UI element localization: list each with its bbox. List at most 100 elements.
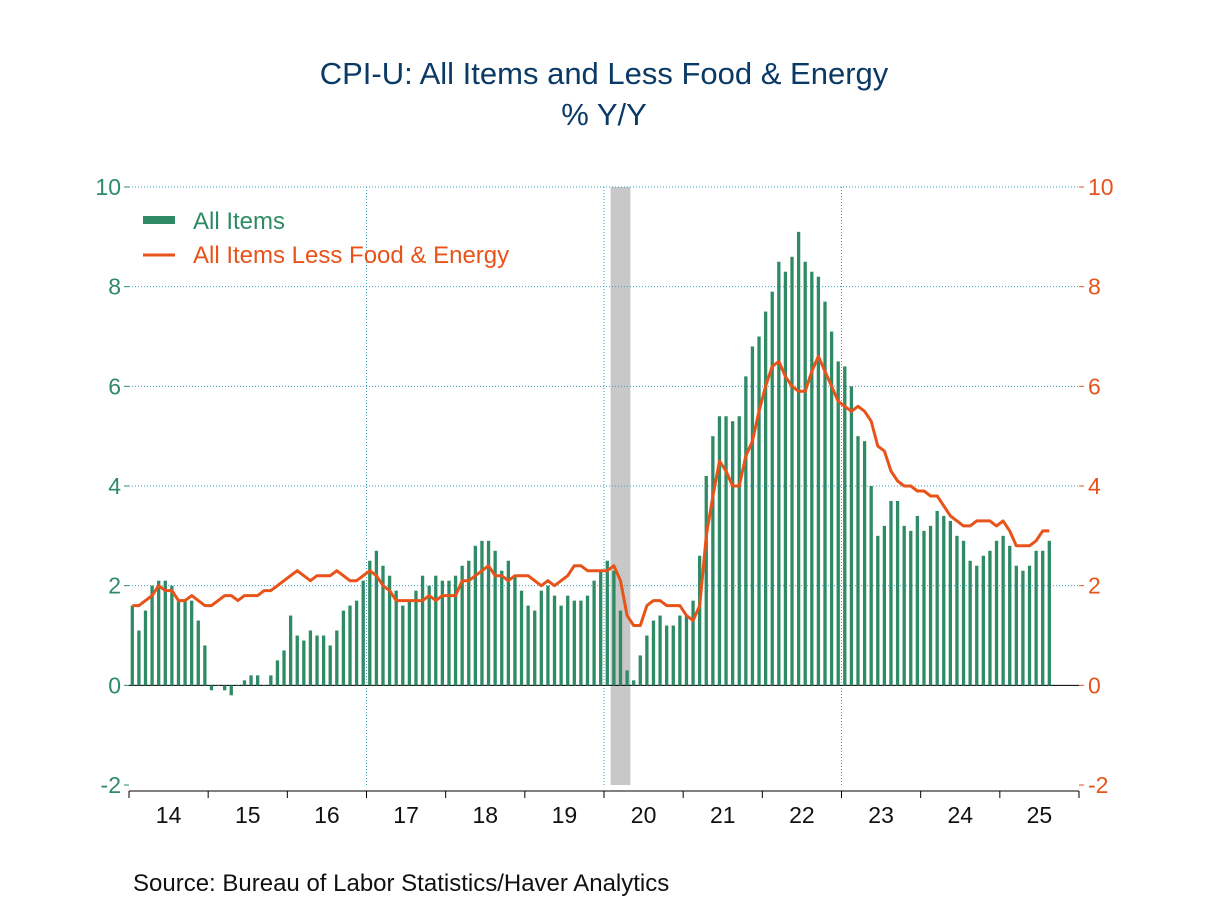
- bar-all-items: [829, 331, 834, 686]
- bar-all-items: [750, 346, 755, 686]
- legend-label-all-items: All Items: [193, 208, 285, 235]
- bar-all-items: [157, 580, 161, 686]
- bar-all-items: [922, 530, 926, 686]
- y-right-tick-label: 4: [1088, 473, 1101, 499]
- bar-all-items: [150, 585, 154, 686]
- bar-all-items: [638, 655, 642, 686]
- bar-all-items: [796, 231, 801, 686]
- x-tick-label: 19: [552, 802, 578, 828]
- bar-all-items: [763, 311, 768, 686]
- bar-all-items: [295, 635, 299, 686]
- x-tick-label: 14: [156, 802, 182, 828]
- bar-all-items: [394, 590, 398, 686]
- bar-all-items: [427, 585, 431, 686]
- y-right-tick-label: 6: [1088, 373, 1101, 399]
- bar-all-items: [559, 605, 563, 686]
- bar-all-items: [698, 555, 702, 686]
- bar-all-items: [882, 525, 887, 686]
- bar-all-items: [440, 580, 445, 686]
- legend-label-core: All Items Less Food & Energy: [193, 242, 509, 269]
- bar-all-items: [955, 535, 959, 686]
- bar-all-items: [137, 630, 141, 686]
- bar-all-items: [777, 261, 781, 686]
- bar-all-items: [407, 600, 412, 686]
- bar-all-items: [876, 535, 880, 686]
- bar-all-items: [170, 585, 174, 686]
- bar-all-items: [599, 570, 603, 686]
- bar-all-items: [836, 361, 840, 686]
- bar-all-items: [783, 271, 788, 686]
- bar-all-items: [1027, 565, 1032, 686]
- bar-all-items: [506, 560, 510, 686]
- bar-all-items: [579, 600, 583, 686]
- bar-all-items: [447, 580, 451, 686]
- bar-all-items: [704, 476, 708, 686]
- bar-all-items: [467, 560, 471, 686]
- bar-all-items: [130, 605, 134, 686]
- bar-all-items: [1034, 550, 1038, 686]
- bar-all-items: [361, 580, 365, 686]
- y-left-tick-label: 2: [108, 573, 121, 599]
- bar-all-items: [968, 560, 972, 686]
- bar-all-items: [605, 560, 609, 686]
- bar-all-items: [915, 515, 920, 686]
- bar-all-items: [255, 675, 260, 686]
- bar-all-items: [665, 625, 669, 686]
- y-left-tick-label: 10: [95, 174, 121, 200]
- bar-all-items: [328, 645, 332, 686]
- source-note: Source: Bureau of Labor Statistics/Haver…: [133, 870, 670, 897]
- bar-all-items: [810, 271, 814, 686]
- bar-all-items: [981, 555, 985, 686]
- bar-all-items: [513, 575, 517, 686]
- bar-all-items: [869, 486, 873, 686]
- bar-all-items: [645, 635, 649, 686]
- bar-all-items: [288, 615, 293, 686]
- y-right-tick-label: 10: [1088, 174, 1114, 200]
- bar-all-items: [480, 540, 484, 686]
- bar-all-items: [632, 680, 636, 686]
- bar-all-items: [717, 416, 722, 686]
- bar-all-items: [275, 660, 280, 686]
- bar-all-items: [209, 685, 214, 691]
- bar-all-items: [988, 550, 992, 686]
- y-left-tick-label: 0: [108, 672, 121, 698]
- bar-all-items: [143, 610, 148, 686]
- bar-all-items: [500, 570, 504, 686]
- bar-all-items: [790, 256, 794, 686]
- x-tick-label: 22: [789, 802, 815, 828]
- bar-all-items: [948, 520, 953, 686]
- legend-swatch-all-items: [143, 216, 175, 224]
- bar-all-items: [533, 610, 537, 686]
- bar-all-items: [803, 261, 807, 686]
- bar-all-items: [460, 565, 464, 686]
- bar-all-items: [176, 600, 181, 686]
- bar-all-items: [242, 680, 247, 686]
- bar-all-items: [308, 630, 313, 686]
- bar-all-items: [341, 610, 346, 686]
- bar-all-items: [420, 575, 425, 686]
- x-tick-label: 21: [710, 802, 736, 828]
- bar-all-items: [434, 575, 438, 686]
- bar-all-items: [612, 570, 616, 686]
- bar-all-items: [585, 595, 590, 686]
- bar-all-items: [671, 625, 675, 686]
- bar-all-items: [909, 530, 913, 686]
- bar-all-items: [282, 650, 286, 686]
- bar-all-items: [757, 336, 761, 686]
- bar-all-items: [942, 515, 946, 686]
- bar-all-items: [493, 550, 497, 686]
- bar-all-items: [658, 615, 662, 686]
- bar-all-items: [552, 595, 557, 686]
- bar-all-items: [902, 525, 906, 686]
- bar-all-items: [849, 386, 854, 686]
- chart-subtitle: % Y/Y: [561, 97, 647, 132]
- bar-all-items: [1008, 545, 1012, 686]
- y-left-tick-label: 8: [108, 274, 121, 300]
- bar-all-items: [856, 436, 860, 686]
- bar-all-items: [539, 590, 543, 686]
- bar-all-items: [961, 540, 966, 686]
- line-core-cpi: [132, 354, 1050, 627]
- bar-all-items: [566, 595, 570, 686]
- bar-all-items: [1001, 535, 1005, 686]
